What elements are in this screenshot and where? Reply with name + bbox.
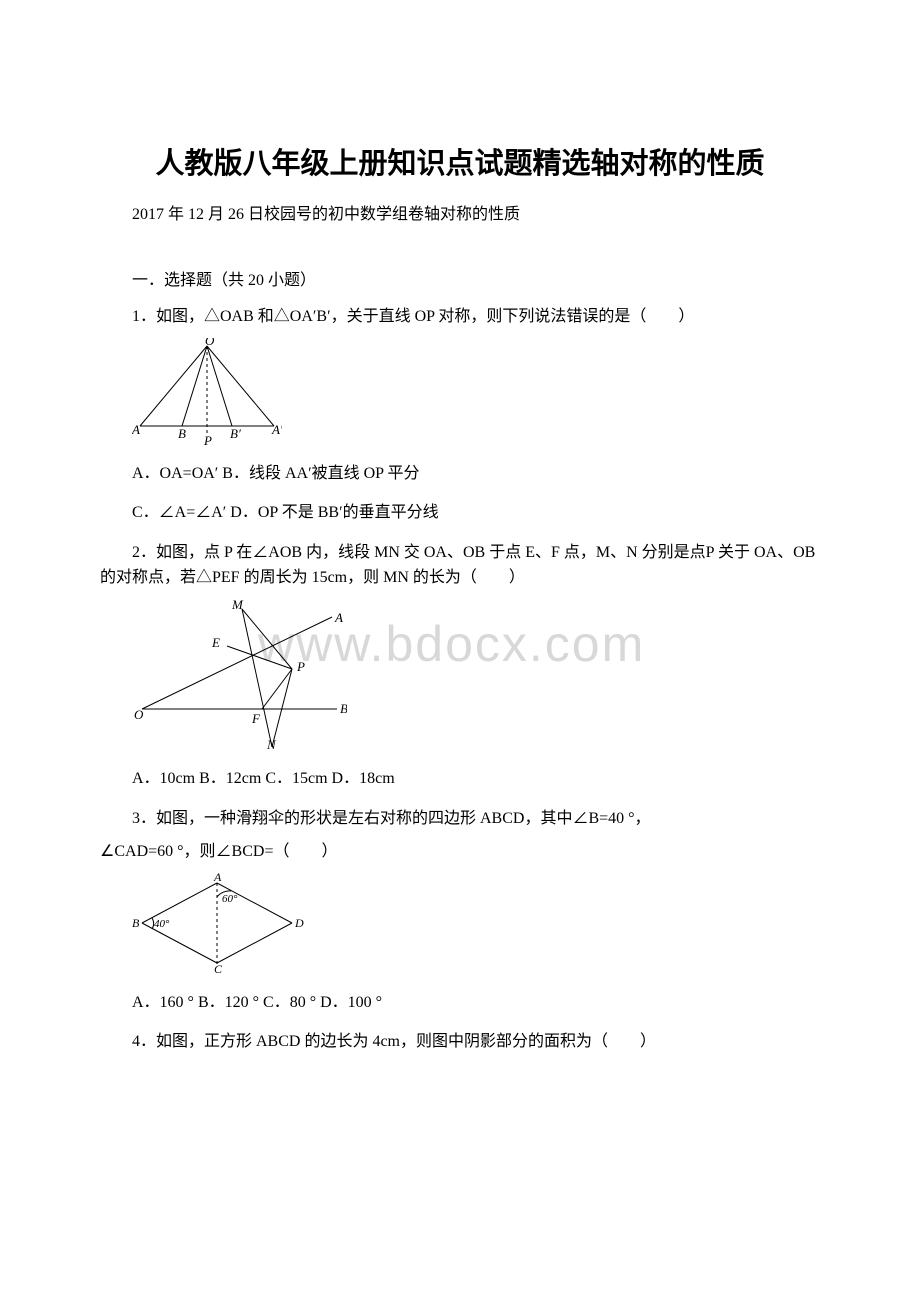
- label-B: B: [340, 701, 347, 716]
- label-M: M: [231, 599, 244, 612]
- label-F: F: [251, 711, 261, 726]
- q4-stem: 4．如图，正方形 ABCD 的边长为 4cm，则图中阴影部分的面积为（ ）: [100, 1029, 820, 1055]
- label-O: O: [134, 707, 144, 722]
- label-Bp: B′: [230, 426, 241, 441]
- q3-options: A．160 ° B．120 ° C．80 ° D．100 °: [100, 990, 820, 1016]
- q1-figure: O A B P B′ A′: [132, 338, 820, 451]
- page-title: 人教版八年级上册知识点试题精选轴对称的性质: [100, 140, 820, 182]
- section-header: 一．选择题（共 20 小题）: [100, 266, 820, 290]
- label-Ap: A′: [271, 422, 282, 437]
- label-O: O: [205, 338, 215, 348]
- q1-options-2: C．∠A=∠A′ D．OP 不是 BB′的垂直平分线: [100, 500, 820, 526]
- q3-stem-1: 3．如图，一种滑翔伞的形状是左右对称的四边形 ABCD，其中∠B=40 °，: [100, 806, 820, 832]
- subtitle: 2017 年 12 月 26 日校园号的初中数学组卷轴对称的性质: [100, 200, 820, 224]
- q2-options: A．10cm B．12cm C．15cm D．18cm: [100, 766, 820, 792]
- label-P: P: [296, 659, 305, 674]
- q1-stem: 1．如图，△OAB 和△OA′B′，关于直线 OP 对称，则下列说法错误的是（ …: [100, 304, 820, 330]
- label-angle-60: 60°: [222, 893, 238, 905]
- label-P: P: [203, 433, 212, 446]
- q3-stem-2: ∠CAD=60 °，则∠BCD=（ ）: [100, 839, 820, 865]
- label-A: A: [132, 422, 140, 437]
- label-N: N: [266, 737, 277, 751]
- label-B: B: [178, 426, 186, 441]
- q3-figure: A B C D 40° 60°: [132, 873, 820, 980]
- label-E: E: [211, 635, 220, 650]
- label-D: D: [294, 916, 304, 930]
- q2-stem: 2．如图，点 P 在∠AOB 内，线段 MN 交 OA、OB 于点 E、F 点，…: [100, 540, 820, 591]
- label-B: B: [132, 916, 140, 930]
- q2-figure: O A M E P B F N: [132, 599, 820, 756]
- label-A: A: [334, 610, 343, 625]
- q1-options-1: A．OA=OA′ B．线段 AA′被直线 OP 平分: [100, 461, 820, 487]
- label-C: C: [214, 962, 223, 975]
- label-A: A: [213, 873, 222, 884]
- label-angle-40: 40°: [154, 918, 170, 930]
